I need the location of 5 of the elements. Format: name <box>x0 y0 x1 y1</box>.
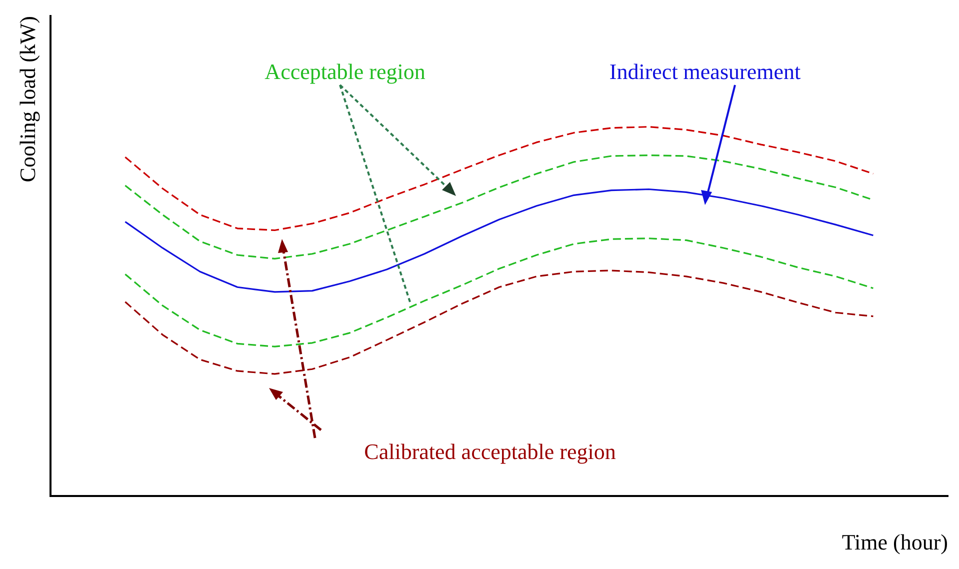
text: Indirect measurement <box>609 59 801 85</box>
text: Calibrated acceptable region <box>364 439 616 465</box>
x-axis-title: Time (hour) <box>842 530 948 555</box>
y-axis-title: Cooling load (kW) <box>14 16 40 182</box>
text: Acceptable region <box>264 59 426 85</box>
